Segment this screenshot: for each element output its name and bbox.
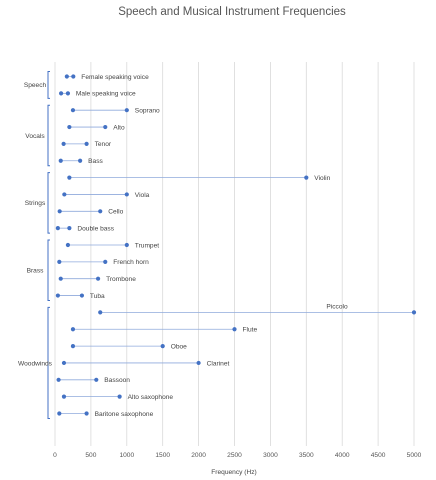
high-frequency-point [95,276,101,281]
x-tick-label: 1000 [119,452,134,459]
x-tick-label: 500 [85,452,96,459]
series-label: Clarinet [207,360,230,367]
low-frequency-point [67,175,72,180]
series-label: Cello [108,209,123,216]
high-frequency-point [124,242,129,248]
x-tick-label: 0 [53,452,57,459]
x-tick-label: 5000 [407,452,422,459]
high-frequency-point [196,360,201,366]
high-frequency-point [98,209,103,214]
series-label: Bassoon [104,377,130,384]
x-tick-label: 3500 [299,452,314,459]
gridlines [54,62,415,446]
high-frequency-point [94,377,99,382]
high-frequency-point [103,124,108,130]
low-frequency-point [67,124,72,130]
high-frequency-point [84,141,89,146]
low-frequency-point [64,74,69,79]
x-axis-ticks: 0 500 1000 1500 2000 2500 3000 3500 4000 4500 5000 [53,452,422,459]
series-label: Violin [314,175,330,182]
series-label: Tenor [95,141,112,148]
series-label: Bass [88,158,103,165]
series-label: French horn [113,259,149,266]
high-frequency-point [71,74,76,79]
group-bracket [47,104,50,167]
group-bracket [47,306,50,419]
group-label: Brass [27,268,45,275]
group-label: Speech [24,82,47,89]
series-label: Alto saxophone [128,394,174,401]
high-frequency-point [124,108,129,113]
group-label: Strings [25,200,46,207]
low-frequency-point [57,259,62,264]
series-label: Baritone saxophone [95,411,154,418]
low-frequency-point [58,158,63,163]
x-tick-label: 2500 [227,452,242,459]
low-frequency-point [61,360,67,366]
low-frequency-point [55,293,60,298]
group-brackets: Speech Vocals Strings Brass Woodwinds [18,71,53,419]
x-tick-label: 4500 [371,452,386,459]
low-frequency-point [62,192,67,197]
x-tick-label: 4000 [335,452,350,459]
high-frequency-point [79,293,85,298]
x-tick-label: 2000 [191,452,206,459]
series-label: Viola [135,192,150,199]
series-label: Double bass [77,225,114,232]
low-frequency-point [57,209,62,214]
low-frequency-point [65,242,71,248]
series-label: Trombone [106,276,136,283]
high-frequency-point [117,394,122,399]
x-axis-label: Frequency (Hz) [211,469,256,476]
group-bracket [47,239,50,302]
high-frequency-point [124,192,129,197]
high-frequency-point [103,259,108,264]
high-frequency-point [232,327,237,332]
group-bracket [47,71,50,99]
low-frequency-point [61,141,66,146]
high-frequency-point [304,175,309,180]
low-frequency-point [61,394,67,399]
x-tick-label: 1500 [155,452,170,459]
group-label: Vocals [25,133,45,140]
low-frequency-point [56,377,61,382]
chart-title: Speech and Musical Instrument Frequencie… [118,6,346,18]
series-label: Flute [243,327,258,334]
series-label: Oboe [171,343,187,350]
high-frequency-point [411,310,417,315]
low-frequency-point [57,411,62,416]
group-bracket [47,172,50,234]
x-tick-label: 3000 [263,452,278,459]
high-frequency-point [160,344,165,349]
frequency-ranges: Female speaking voice Male speaking voice… [55,74,417,418]
series-label: Male speaking voice [76,91,136,98]
low-frequency-point [98,310,103,315]
series-label: Alto [113,124,125,131]
high-frequency-point [84,411,89,416]
series-label: Female speaking voice [81,74,149,81]
low-frequency-point [55,226,60,231]
low-frequency-point [70,108,76,113]
low-frequency-point [70,344,76,349]
series-label: Trumpet [135,242,159,249]
low-frequency-point [59,91,64,96]
high-frequency-point [78,158,83,163]
high-frequency-point [67,226,72,231]
series-label: Tuba [90,293,105,300]
group-label: Woodwinds [18,360,53,367]
series-label: Piccolo [326,303,348,310]
low-frequency-point [70,327,76,332]
low-frequency-point [58,276,63,281]
series-label: Soprano [135,108,160,115]
high-frequency-point [65,91,71,96]
